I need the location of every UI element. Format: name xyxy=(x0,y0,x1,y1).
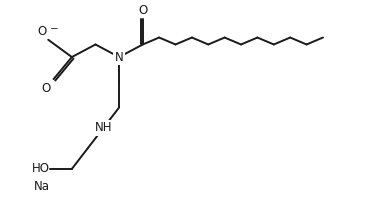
Text: O: O xyxy=(42,82,51,95)
Text: NH: NH xyxy=(95,121,113,135)
Text: Na: Na xyxy=(34,180,50,193)
Text: HO: HO xyxy=(32,162,50,175)
Text: O: O xyxy=(37,25,47,38)
Text: −: − xyxy=(50,24,59,34)
Text: N: N xyxy=(115,50,124,64)
Text: O: O xyxy=(138,4,147,17)
